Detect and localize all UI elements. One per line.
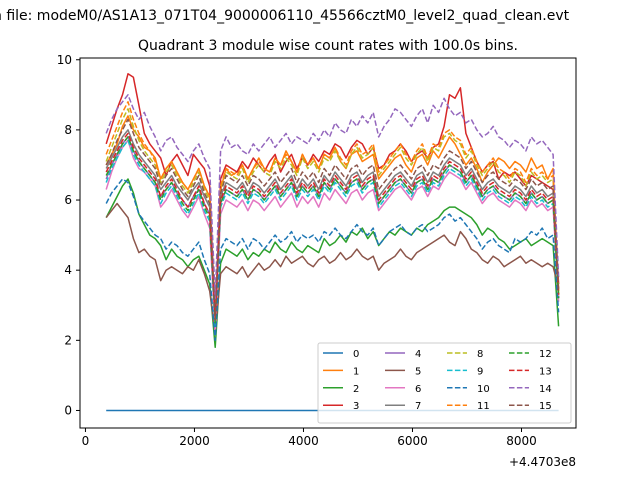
series-line-8 <box>105 108 560 321</box>
x-tick-label: 4000 <box>288 434 319 448</box>
y-tick-label: 2 <box>64 333 72 347</box>
legend-label-3: 3 <box>353 401 359 412</box>
plot-frame <box>79 57 577 429</box>
x-tick-label: 6000 <box>397 434 428 448</box>
legend-label-6: 6 <box>415 384 421 395</box>
legend-label-1: 1 <box>353 366 359 377</box>
legend-label-4: 4 <box>415 349 421 360</box>
legend-label-14: 14 <box>539 384 552 395</box>
series-line-10 <box>105 178 560 342</box>
chart-title: Quadrant 3 module wise count rates with … <box>138 38 518 54</box>
series-line-13 <box>105 132 560 321</box>
legend-label-13: 13 <box>539 366 552 377</box>
y-tick-label: 4 <box>64 263 72 277</box>
x-tick-label: 8000 <box>506 434 537 448</box>
legend-label-2: 2 <box>353 384 359 395</box>
series-line-5 <box>105 202 560 335</box>
legend-label-15: 15 <box>539 401 552 412</box>
x-offset-label: +4.4703e8 <box>509 455 576 469</box>
legend-label-8: 8 <box>477 349 483 360</box>
y-tick-label: 6 <box>64 193 72 207</box>
series-line-6 <box>105 139 560 335</box>
legend-label-11: 11 <box>477 401 490 412</box>
legend-box <box>317 342 572 424</box>
suptitle: n file: modeM0/AS1A13_071T04_9000006110_… <box>0 8 570 24</box>
x-axis: 0 2000 4000 6000 8000 <box>82 428 537 448</box>
x-tick-label: 2000 <box>179 434 210 448</box>
series-line-12 <box>105 136 560 324</box>
series-line-1 <box>105 115 560 321</box>
y-tick-label: 10 <box>57 53 72 67</box>
series-line-2 <box>105 178 560 349</box>
series-line-7 <box>105 129 560 317</box>
series-line-15 <box>105 118 560 321</box>
legend-label-10: 10 <box>477 384 490 395</box>
y-tick-label: 0 <box>64 403 72 417</box>
x-tick-label: 0 <box>82 434 90 448</box>
legend-label-5: 5 <box>415 366 421 377</box>
y-axis: 0 2 4 6 8 10 <box>57 53 80 417</box>
series-line-9 <box>105 139 560 328</box>
legend-label-0: 0 <box>353 349 359 360</box>
legend-label-7: 7 <box>415 401 421 412</box>
legend-label-12: 12 <box>539 349 552 360</box>
legend-label-9: 9 <box>477 366 483 377</box>
series-line-14 <box>105 94 560 299</box>
series-line-11 <box>105 101 560 317</box>
y-tick-label: 8 <box>64 123 72 137</box>
series-line-3 <box>105 73 560 324</box>
plot-lines <box>105 73 560 412</box>
